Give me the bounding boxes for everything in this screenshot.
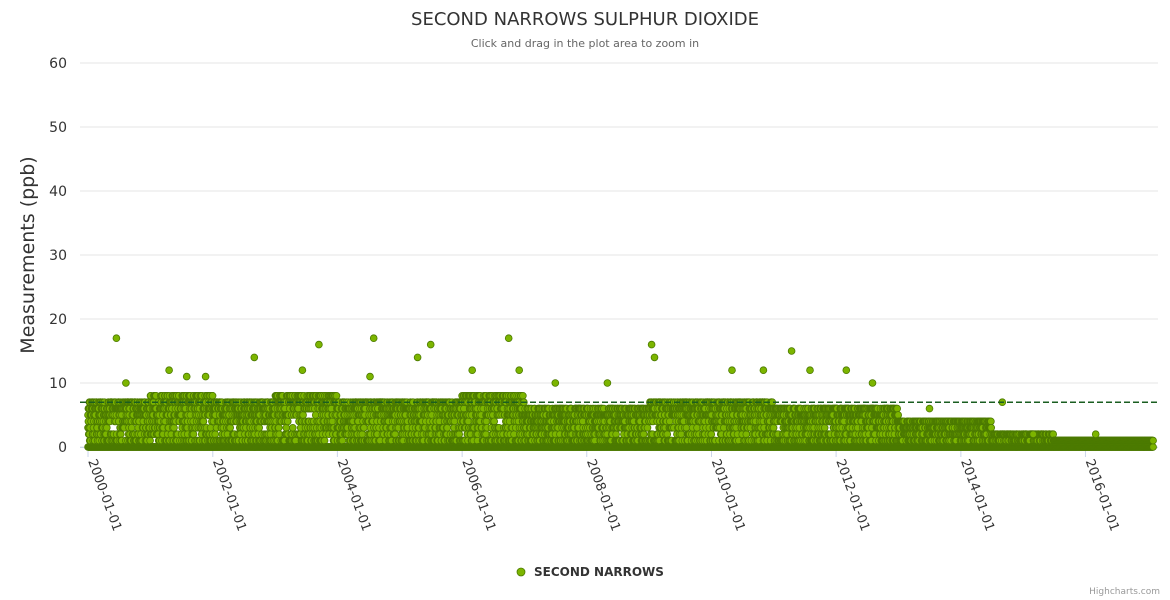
data-point[interactable] bbox=[639, 430, 648, 439]
data-point[interactable] bbox=[170, 423, 178, 432]
x-tick-label: 2010-01-01 bbox=[708, 457, 748, 533]
data-point[interactable] bbox=[199, 417, 208, 426]
x-tick-label: 2000-01-01 bbox=[84, 457, 124, 533]
data-point[interactable] bbox=[117, 430, 125, 439]
data-point[interactable] bbox=[482, 430, 490, 439]
data-point[interactable] bbox=[490, 417, 499, 426]
data-point[interactable] bbox=[127, 423, 136, 432]
chart-title: SECOND NARROWS SULPHUR DIOXIDE bbox=[411, 9, 759, 30]
gridlines bbox=[80, 62, 1158, 448]
data-point[interactable] bbox=[311, 411, 320, 419]
x-tick-label: 2016-01-01 bbox=[1082, 457, 1122, 533]
data-point[interactable] bbox=[612, 430, 620, 439]
x-tick-label: 2004-01-01 bbox=[334, 457, 374, 533]
data-point[interactable] bbox=[226, 423, 235, 432]
data-point[interactable] bbox=[391, 430, 399, 439]
y-tick-label: 0 bbox=[58, 440, 67, 456]
series-points[interactable] bbox=[84, 334, 1157, 451]
y-tick-label: 40 bbox=[49, 184, 67, 200]
data-point[interactable] bbox=[189, 430, 198, 439]
data-point[interactable] bbox=[332, 391, 341, 400]
y-tick-label: 60 bbox=[49, 56, 67, 72]
data-point[interactable] bbox=[282, 423, 291, 432]
data-point[interactable] bbox=[103, 423, 111, 432]
data-point[interactable] bbox=[443, 423, 452, 432]
y-axis-labels: 0 10 20 30 40 50 60 bbox=[49, 56, 67, 456]
data-point[interactable] bbox=[288, 423, 297, 432]
data-point[interactable] bbox=[455, 430, 464, 439]
x-tick-label: 2006-01-01 bbox=[458, 457, 498, 533]
data-point[interactable] bbox=[338, 436, 347, 445]
data-point[interactable] bbox=[211, 430, 220, 439]
y-axis-title: Measurements (ppb) bbox=[17, 156, 39, 353]
data-point[interactable] bbox=[320, 436, 329, 445]
y-tick-label: 10 bbox=[49, 376, 67, 392]
chart-subtitle: Click and drag in the plot area to zoom … bbox=[471, 37, 699, 50]
data-point[interactable] bbox=[283, 417, 292, 426]
data-point[interactable] bbox=[208, 391, 217, 400]
x-axis: 2000-01-01 2002-01-01 2004-01-01 2006-01-01… bbox=[80, 447, 1158, 533]
data-point[interactable] bbox=[255, 423, 264, 432]
data-point[interactable] bbox=[643, 423, 652, 432]
y-tick-label: 50 bbox=[49, 120, 67, 136]
x-tick-label: 2002-01-01 bbox=[209, 457, 249, 533]
y-tick-label: 30 bbox=[49, 248, 67, 264]
data-point[interactable] bbox=[146, 436, 154, 445]
y-tick-label: 20 bbox=[49, 312, 67, 328]
data-point[interactable] bbox=[299, 411, 307, 419]
x-tick-label: 2012-01-01 bbox=[832, 457, 872, 533]
x-tick-label: 2014-01-01 bbox=[957, 457, 997, 533]
data-point[interactable] bbox=[274, 423, 283, 432]
data-point[interactable] bbox=[519, 391, 527, 400]
x-tick-label: 2008-01-01 bbox=[583, 457, 623, 533]
data-point[interactable] bbox=[360, 423, 368, 432]
